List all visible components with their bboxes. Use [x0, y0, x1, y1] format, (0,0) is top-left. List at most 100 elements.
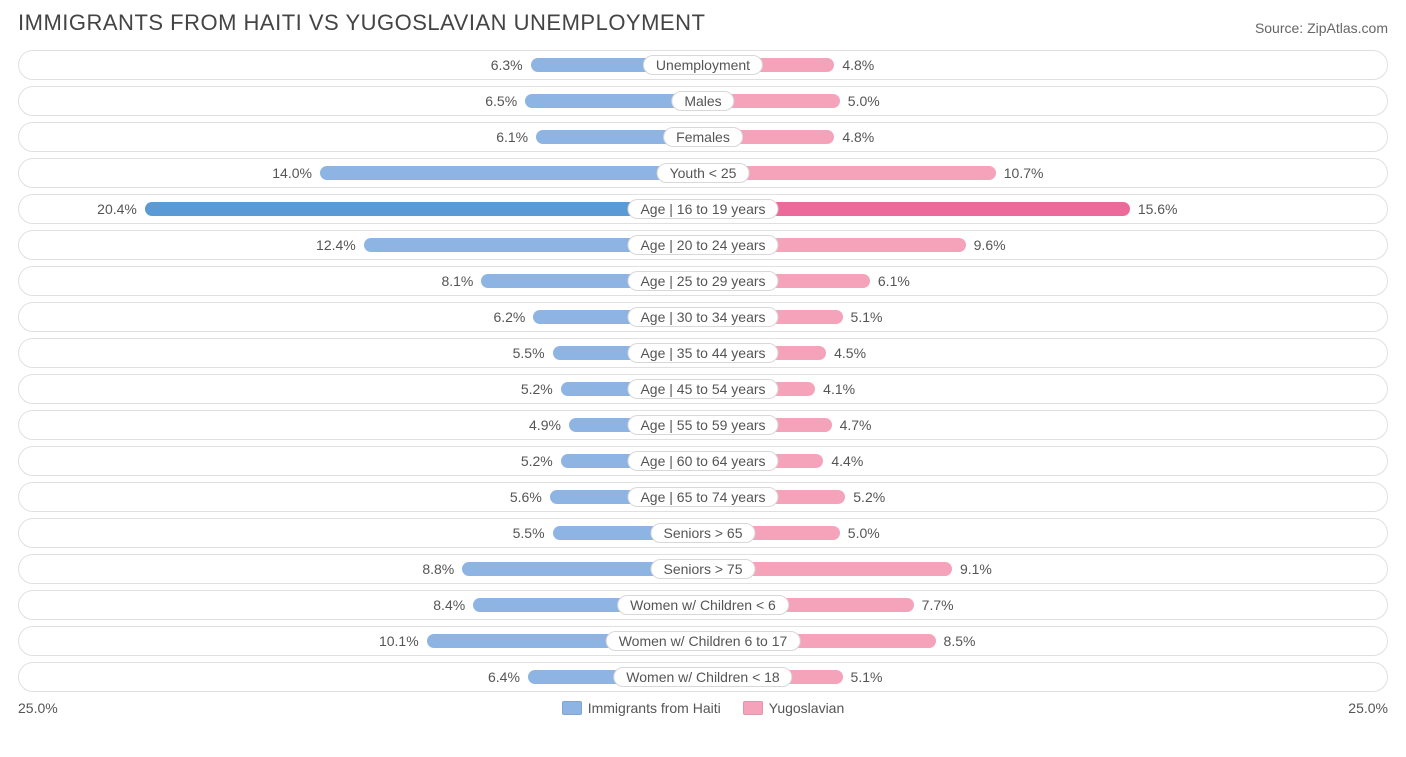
value-label-right: 5.0%	[840, 525, 888, 541]
value-label-right: 4.4%	[823, 453, 871, 469]
chart-row: 5.2% 4.4% Age | 60 to 64 years	[18, 446, 1388, 476]
value-label-left: 8.4%	[425, 597, 473, 613]
row-right-half: 8.5%	[703, 627, 1387, 655]
axis-right-max: 25.0%	[1348, 700, 1388, 716]
category-label: Women w/ Children < 6	[617, 595, 789, 615]
row-left-half: 5.2%	[19, 375, 703, 403]
category-label: Seniors > 75	[651, 559, 756, 579]
chart-row: 8.4% 7.7%Women w/ Children < 6	[18, 590, 1388, 620]
value-label-left: 8.1%	[433, 273, 481, 289]
row-left-half: 8.4%	[19, 591, 703, 619]
category-label: Age | 30 to 34 years	[627, 307, 778, 327]
row-left-half: 5.2%	[19, 447, 703, 475]
category-label: Age | 60 to 64 years	[627, 451, 778, 471]
chart-row: 6.5%5.0%Males	[18, 86, 1388, 116]
axis-left-max: 25.0%	[18, 700, 58, 716]
value-label-left: 6.2%	[485, 309, 533, 325]
value-label-left: 6.3%	[483, 57, 531, 73]
category-label: Seniors > 65	[651, 523, 756, 543]
value-label-right: 4.8%	[834, 57, 882, 73]
value-label-right: 9.1%	[952, 561, 1000, 577]
row-right-half: 5.0%	[703, 519, 1387, 547]
value-label-right: 8.5%	[936, 633, 984, 649]
row-right-half: 4.7%	[703, 411, 1387, 439]
row-right-half: 4.8%	[703, 123, 1387, 151]
legend-swatch-right	[743, 701, 763, 715]
value-label-left: 14.0%	[264, 165, 320, 181]
category-label: Women w/ Children 6 to 17	[606, 631, 801, 651]
chart-source: Source: ZipAtlas.com	[1255, 20, 1388, 36]
value-label-left: 5.2%	[513, 453, 561, 469]
bar-left	[145, 202, 703, 216]
value-label-right: 4.7%	[832, 417, 880, 433]
chart-footer: 25.0% Immigrants from Haiti Yugoslavian …	[18, 700, 1388, 716]
value-label-right: 5.2%	[845, 489, 893, 505]
value-label-right: 4.5%	[826, 345, 874, 361]
value-label-left: 4.9%	[521, 417, 569, 433]
chart-title: IMMIGRANTS FROM HAITI VS YUGOSLAVIAN UNE…	[18, 10, 705, 36]
category-label: Age | 65 to 74 years	[627, 487, 778, 507]
legend-swatch-left	[562, 701, 582, 715]
row-left-half: 6.5%	[19, 87, 703, 115]
row-right-half: 6.1%	[703, 267, 1387, 295]
row-right-half: 7.7%	[703, 591, 1387, 619]
value-label-left: 20.4%	[89, 201, 145, 217]
row-right-half: 5.0%	[703, 87, 1387, 115]
row-left-half: 5.5%	[19, 339, 703, 367]
category-label: Age | 20 to 24 years	[627, 235, 778, 255]
chart-row: 5.6% 5.2% Age | 65 to 74 years	[18, 482, 1388, 512]
value-label-right: 5.1%	[843, 309, 891, 325]
row-right-half: 4.1%	[703, 375, 1387, 403]
chart-row: 10.1% 8.5% Women w/ Children 6 to 17	[18, 626, 1388, 656]
row-left-half: 10.1%	[19, 627, 703, 655]
row-right-half: 5.1%	[703, 303, 1387, 331]
category-label: Age | 16 to 19 years	[627, 199, 778, 219]
value-label-right: 4.8%	[834, 129, 882, 145]
category-label: Unemployment	[643, 55, 763, 75]
row-left-half: 6.1%	[19, 123, 703, 151]
category-label: Age | 45 to 54 years	[627, 379, 778, 399]
value-label-left: 10.1%	[371, 633, 427, 649]
chart-row: 8.8% 9.1% Seniors > 75	[18, 554, 1388, 584]
row-left-half: 4.9%	[19, 411, 703, 439]
row-left-half: 6.4%	[19, 663, 703, 691]
value-label-left: 12.4%	[308, 237, 364, 253]
row-left-half: 8.1%	[19, 267, 703, 295]
category-label: Youth < 25	[657, 163, 750, 183]
row-right-half: 5.2%	[703, 483, 1387, 511]
legend-label-right: Yugoslavian	[769, 700, 845, 716]
row-left-half: 5.6%	[19, 483, 703, 511]
category-label: Age | 35 to 44 years	[627, 343, 778, 363]
value-label-right: 9.6%	[966, 237, 1014, 253]
legend-item-right: Yugoslavian	[743, 700, 845, 716]
chart-header: IMMIGRANTS FROM HAITI VS YUGOSLAVIAN UNE…	[18, 10, 1388, 36]
row-left-half: 8.8%	[19, 555, 703, 583]
bar-left	[320, 166, 703, 180]
chart-row: 6.2% 5.1% Age | 30 to 34 years	[18, 302, 1388, 332]
value-label-left: 8.8%	[414, 561, 462, 577]
row-left-half: 12.4%	[19, 231, 703, 259]
value-label-right: 4.1%	[815, 381, 863, 397]
chart-row: 8.1%6.1%Age | 25 to 29 years	[18, 266, 1388, 296]
chart-row: 5.2% 4.1% Age | 45 to 54 years	[18, 374, 1388, 404]
legend-item-left: Immigrants from Haiti	[562, 700, 721, 716]
chart-row: 12.4% 9.6% Age | 20 to 24 years	[18, 230, 1388, 260]
chart-row: 6.3% 4.8% Unemployment	[18, 50, 1388, 80]
row-right-half: 9.1%	[703, 555, 1387, 583]
row-left-half: 5.5%	[19, 519, 703, 547]
category-label: Age | 55 to 59 years	[627, 415, 778, 435]
chart-row: 20.4%15.6%Age | 16 to 19 years	[18, 194, 1388, 224]
row-right-half: 4.5%	[703, 339, 1387, 367]
value-label-left: 5.6%	[502, 489, 550, 505]
row-right-half: 5.1%	[703, 663, 1387, 691]
diverging-bar-chart: 6.3%4.8%Unemployment6.5%5.0%Males6.1%4.8…	[18, 50, 1388, 692]
value-label-left: 6.1%	[488, 129, 536, 145]
legend-label-left: Immigrants from Haiti	[588, 700, 721, 716]
value-label-right: 5.0%	[840, 93, 888, 109]
row-right-half: 9.6%	[703, 231, 1387, 259]
chart-row: 5.5% 5.0% Seniors > 65	[18, 518, 1388, 548]
row-right-half: 4.4%	[703, 447, 1387, 475]
value-label-left: 5.5%	[505, 525, 553, 541]
value-label-right: 6.1%	[870, 273, 918, 289]
chart-row: 14.0%10.7%Youth < 25	[18, 158, 1388, 188]
